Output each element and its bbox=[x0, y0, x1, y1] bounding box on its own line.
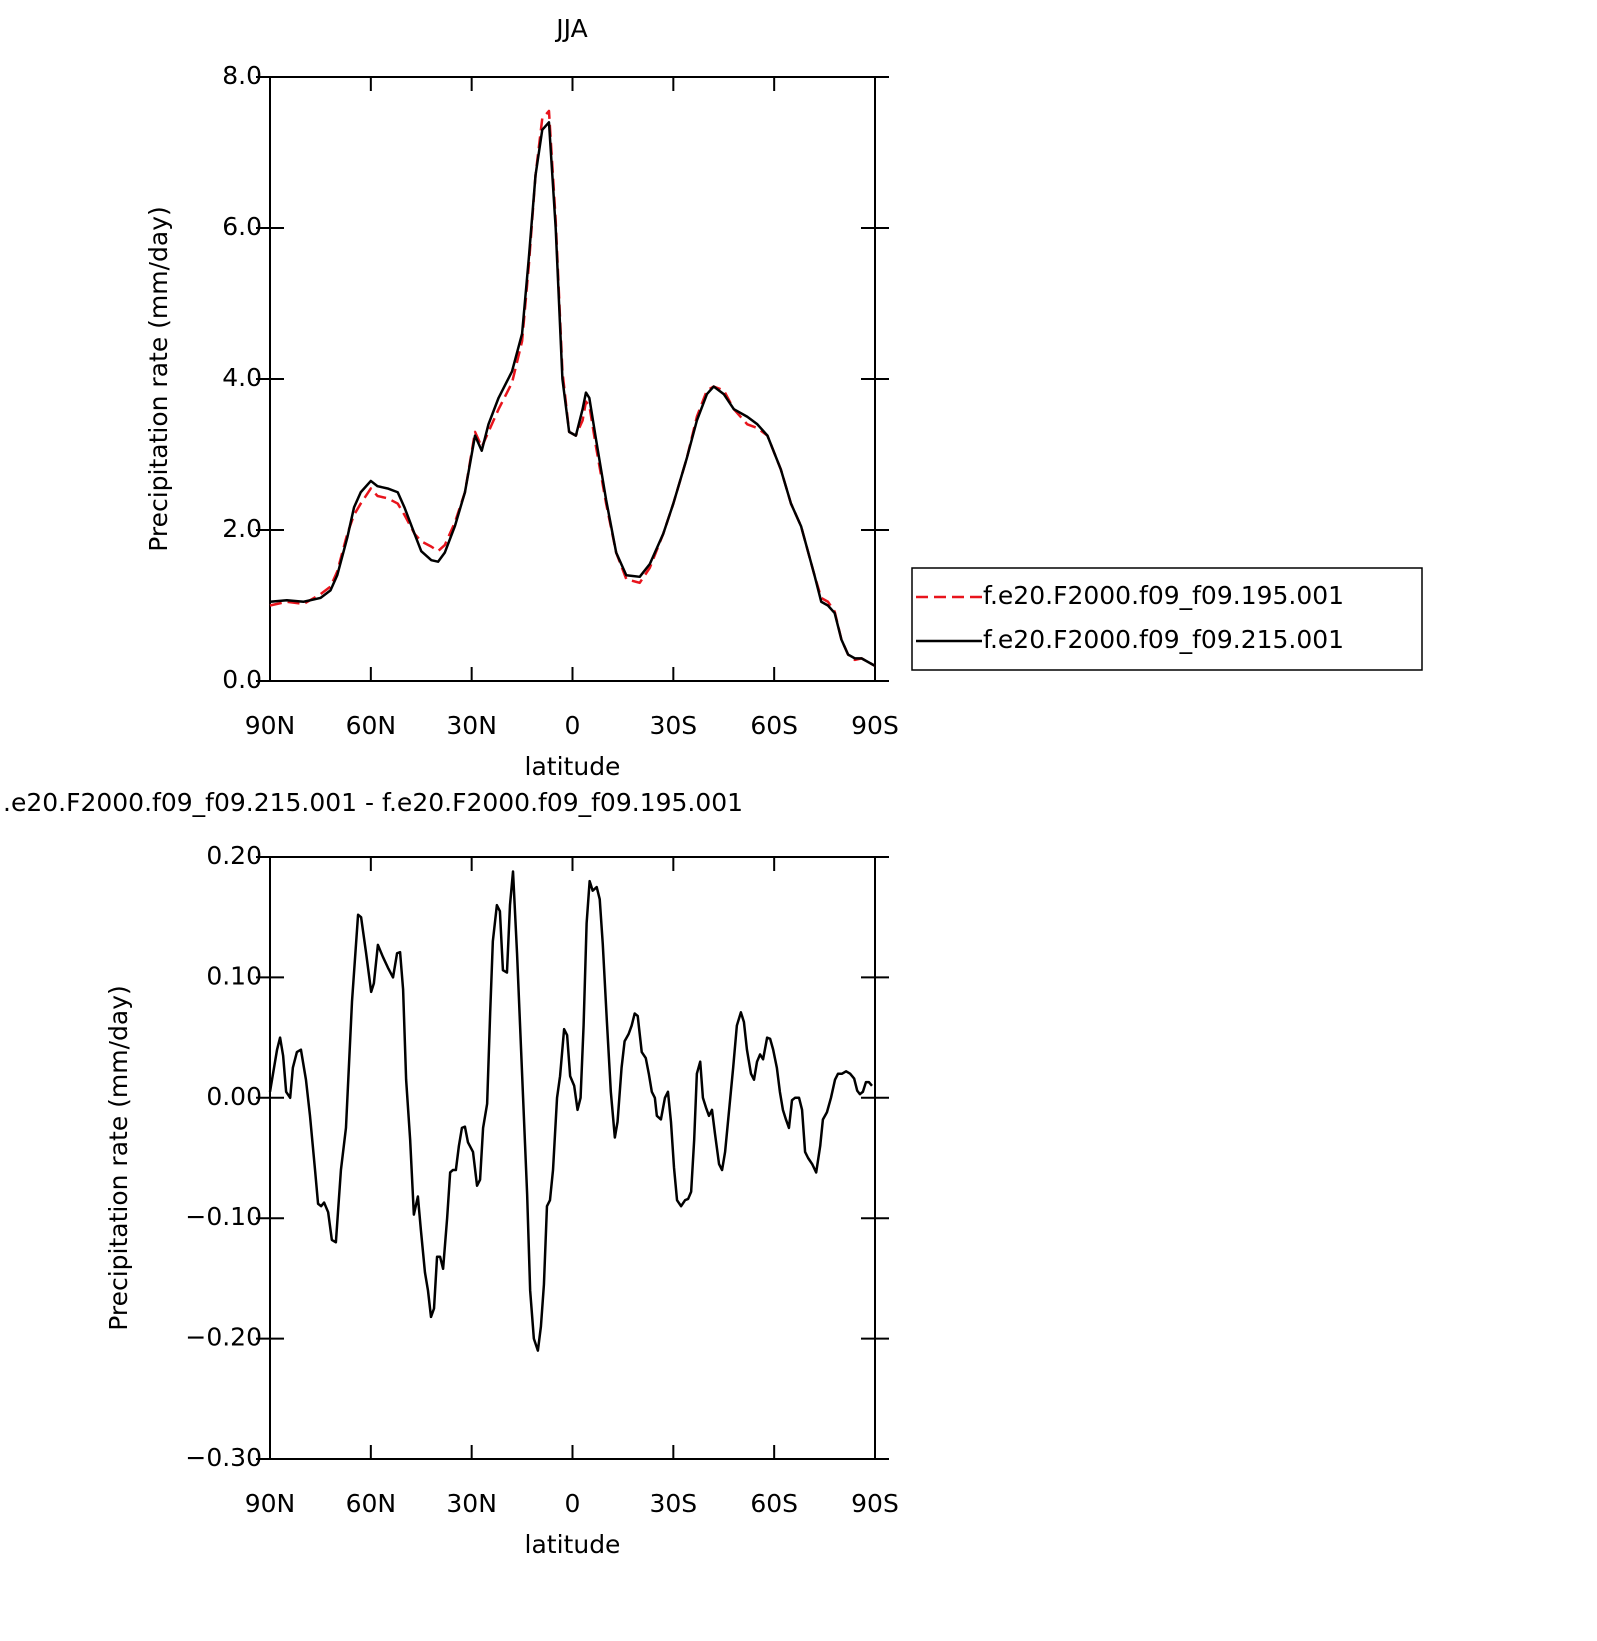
x-tick-label: 60S bbox=[750, 711, 798, 740]
y-axis-label: Precipitation rate (mm/day) bbox=[144, 206, 173, 552]
x-tick-label: 30N bbox=[446, 1489, 497, 1518]
x-tick-label: 30S bbox=[649, 711, 697, 740]
x-tick-label: 60S bbox=[750, 1489, 798, 1518]
x-tick-label: 90S bbox=[851, 711, 899, 740]
x-tick-label: 30S bbox=[649, 1489, 697, 1518]
x-tick-label: 90N bbox=[245, 1489, 296, 1518]
y-tick-label: 4.0 bbox=[222, 363, 262, 392]
x-tick-label: 90N bbox=[245, 711, 296, 740]
data-line bbox=[269, 121, 876, 667]
y-tick-label: 0.0 bbox=[222, 665, 262, 694]
data-line bbox=[269, 109, 876, 667]
legend-label: f.e20.F2000.f09_f09.195.001 bbox=[983, 581, 1344, 610]
y-tick-label: −0.10 bbox=[185, 1202, 262, 1231]
legend-label: f.e20.F2000.f09_f09.215.001 bbox=[983, 625, 1344, 654]
x-axis-label: latitude bbox=[525, 1530, 621, 1559]
x-tick-label: 60N bbox=[346, 1489, 397, 1518]
x-axis-label: latitude bbox=[525, 752, 621, 781]
legend-box bbox=[911, 567, 1423, 671]
y-tick-label: 0.10 bbox=[206, 961, 262, 990]
x-tick-label: 60N bbox=[346, 711, 397, 740]
x-tick-label: 0 bbox=[565, 1489, 581, 1518]
chart-title: .e20.F2000.f09_f09.215.001 - f.e20.F2000… bbox=[3, 788, 743, 817]
y-tick-label: 0.20 bbox=[206, 841, 262, 870]
y-tick-label: 6.0 bbox=[222, 212, 262, 241]
y-tick-label: 0.00 bbox=[206, 1082, 262, 1111]
y-tick-label: 2.0 bbox=[222, 514, 262, 543]
plot-frame bbox=[269, 76, 876, 682]
x-tick-label: 30N bbox=[446, 711, 497, 740]
y-tick-label: 8.0 bbox=[222, 61, 262, 90]
y-axis-label: Precipitation rate (mm/day) bbox=[104, 985, 133, 1331]
plot-frame bbox=[269, 856, 876, 1460]
x-tick-label: 90S bbox=[851, 1489, 899, 1518]
data-line bbox=[268, 870, 873, 1352]
chart-title: JJA bbox=[554, 14, 587, 43]
x-tick-label: 0 bbox=[565, 711, 581, 740]
y-tick-label: −0.20 bbox=[185, 1323, 262, 1352]
y-tick-label: −0.30 bbox=[185, 1443, 262, 1472]
